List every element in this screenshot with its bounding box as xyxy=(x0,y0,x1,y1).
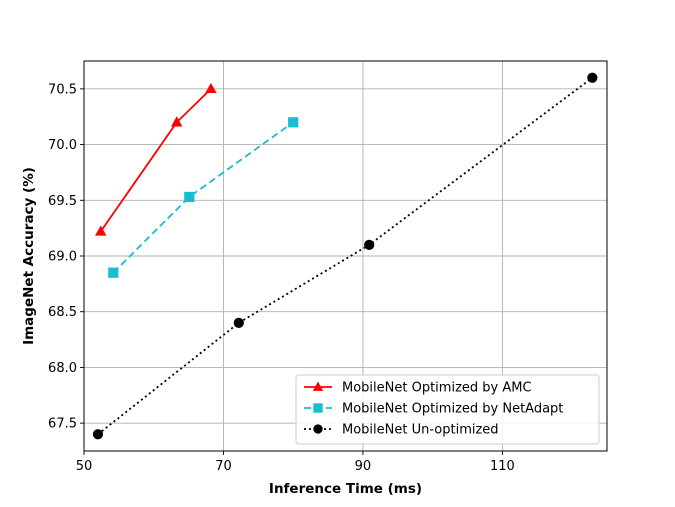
y-tick-label: 67.5 xyxy=(48,417,77,432)
series-3 xyxy=(92,72,598,440)
series-layer xyxy=(92,72,598,440)
triangle-marker xyxy=(205,82,217,94)
circle-marker xyxy=(92,429,104,440)
y-axis-label: ImageNet Accuracy (%) xyxy=(21,167,37,345)
circle-marker xyxy=(364,239,375,250)
y-tick-label: 68.0 xyxy=(48,361,77,376)
legend-label: MobileNet Optimized by NetAdapt xyxy=(342,402,563,417)
square-marker xyxy=(184,191,195,203)
legend-box xyxy=(295,374,600,445)
triangle-marker xyxy=(95,225,107,236)
y-tick-label: 69.0 xyxy=(48,250,77,265)
y-tick-label: 69.5 xyxy=(48,194,77,209)
triangle-marker xyxy=(312,381,324,391)
y-tick-label: 70.5 xyxy=(48,82,77,97)
circle-marker xyxy=(233,317,244,328)
square-marker xyxy=(313,403,323,413)
x-tick-label: 50 xyxy=(76,459,93,474)
circle-marker xyxy=(587,72,598,83)
axis-ticks: 50 70 90 110 67.5 68.0 68.5 69.0 69.5 70.0 70.5 xyxy=(48,82,515,474)
legend: MobileNet Optimized by AMC MobileNet Opti… xyxy=(295,374,600,445)
series-2 xyxy=(108,117,299,278)
legend-entry: MobileNet Optimized by AMC xyxy=(304,381,532,396)
series-line xyxy=(97,76,593,435)
legend-label: MobileNet Un-optimized xyxy=(342,423,499,438)
y-tick-label: 68.5 xyxy=(48,305,77,320)
triangle-marker xyxy=(171,116,183,127)
x-tick-label: 110 xyxy=(490,459,515,474)
series-1 xyxy=(95,82,217,236)
square-marker xyxy=(288,117,299,128)
legend-label: MobileNet Optimized by AMC xyxy=(342,381,532,396)
series-line xyxy=(112,121,294,274)
legend-entry: MobileNet Un-optimized xyxy=(304,423,499,438)
y-tick-label: 70.0 xyxy=(48,138,77,153)
circle-marker xyxy=(313,424,323,434)
x-tick-label: 90 xyxy=(355,459,372,474)
grid xyxy=(83,61,607,451)
x-tick-label: 70 xyxy=(215,459,232,474)
square-marker xyxy=(108,267,119,278)
legend-entry: MobileNet Optimized by NetAdapt xyxy=(304,402,563,417)
x-axis-label: Inference Time (ms) xyxy=(269,481,422,497)
